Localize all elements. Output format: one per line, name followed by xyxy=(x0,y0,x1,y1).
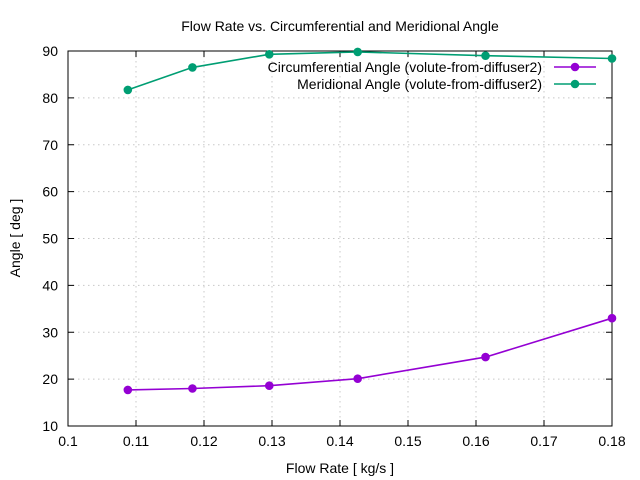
x-tick-label: 0.1 xyxy=(58,433,78,449)
legend-label-0: Circumferential Angle (volute-from-diffu… xyxy=(268,59,542,75)
y-tick-label: 60 xyxy=(42,184,58,200)
series-point-1-1 xyxy=(188,63,197,72)
series-point-1-0 xyxy=(123,85,133,95)
y-tick-label: 10 xyxy=(42,418,58,434)
x-tick-label: 0.13 xyxy=(258,433,285,449)
legend-marker-1 xyxy=(570,79,580,89)
y-tick-label: 30 xyxy=(42,324,58,340)
series-point-0-4 xyxy=(481,352,490,362)
x-tick-label: 0.15 xyxy=(394,433,421,449)
series-point-1-2 xyxy=(264,49,274,59)
series-point-0-1 xyxy=(188,384,197,393)
x-tick-label: 0.16 xyxy=(462,433,489,449)
series-point-1-4 xyxy=(481,51,490,60)
x-axis-label: Flow Rate [ kg/s ] xyxy=(286,460,394,476)
x-tick-label: 0.18 xyxy=(598,433,625,449)
y-tick-label: 90 xyxy=(42,43,58,59)
y-tick-label: 80 xyxy=(42,90,58,106)
series-point-1-5 xyxy=(607,54,617,63)
legend-marker-0 xyxy=(570,62,580,72)
y-tick-label: 70 xyxy=(42,137,58,153)
tick-labels: 0.1 0.11 0.12 0.13 0.14 0.15 0.16 0.17 0.18 10 20 3… xyxy=(42,43,625,449)
chart-title: Flow Rate vs. Circumferential and Meridi… xyxy=(181,18,499,34)
series-point-0-5 xyxy=(607,313,617,323)
series-point-1-3 xyxy=(353,47,362,57)
y-axis-label: Angle [ deg ] xyxy=(7,199,23,278)
series-group xyxy=(123,47,617,395)
grid xyxy=(68,51,612,426)
x-tick-label: 0.11 xyxy=(123,433,149,449)
legend-label-1: Meridional Angle (volute-from-diffuser2) xyxy=(297,76,542,92)
y-tick-label: 20 xyxy=(42,371,58,387)
x-tick-label: 0.12 xyxy=(190,433,217,449)
y-tick-label: 40 xyxy=(42,277,58,293)
series-line-1 xyxy=(127,51,613,91)
y-tick-label: 50 xyxy=(42,231,58,247)
series-point-0-3 xyxy=(353,374,362,383)
series-point-0-0 xyxy=(123,385,133,395)
x-tick-label: 0.14 xyxy=(326,433,353,449)
x-tick-label: 0.17 xyxy=(530,433,557,449)
legend: Circumferential Angle (volute-from-diffu… xyxy=(268,59,596,92)
series-line-0 xyxy=(127,317,613,391)
series-point-0-2 xyxy=(264,381,274,390)
